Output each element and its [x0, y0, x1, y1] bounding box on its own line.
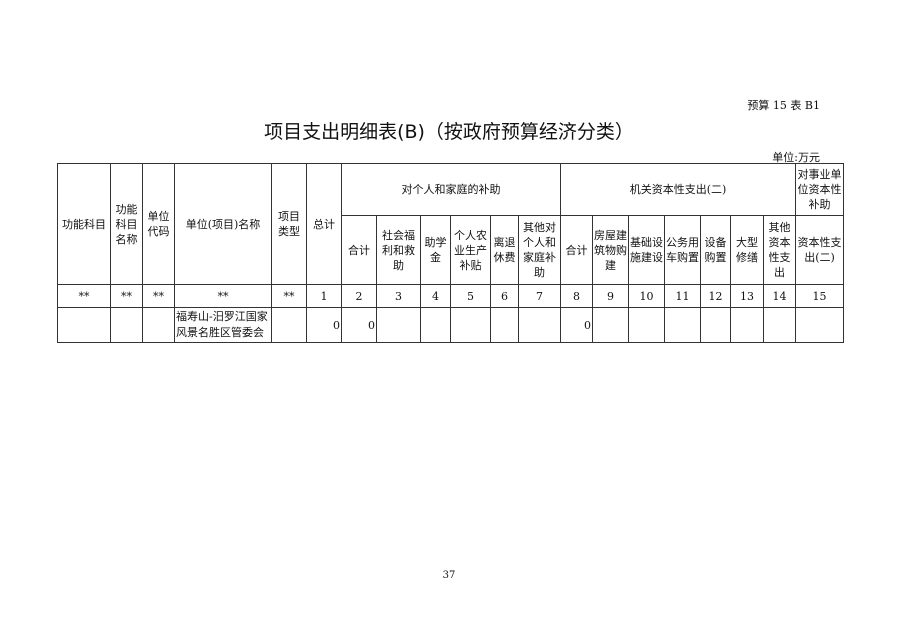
sub-header: 资本性支出(二): [795, 215, 844, 285]
unit-label: 单位:万元: [772, 151, 820, 164]
sub-header: 合计: [560, 215, 593, 285]
sub-header: 公务用车购置: [664, 215, 701, 285]
table-cell: [490, 307, 519, 343]
column-index: 9: [592, 284, 629, 308]
column-index: 3: [376, 284, 421, 308]
sub-header: 大型修缮: [730, 215, 764, 285]
sub-header: 社会福利和救助: [376, 215, 421, 285]
sub-header: 个人农业生产补贴: [450, 215, 491, 285]
table-cell: [730, 307, 764, 343]
header-unit-project-name: 单位(项目)名称: [174, 163, 272, 285]
table-cell: [376, 307, 421, 343]
header-group-enterprise: 对事业单位资本性补助: [795, 163, 844, 216]
unit-name-cell: 福寿山-汨罗江国家风景名胜区管委会: [174, 307, 272, 343]
column-index: **: [57, 284, 111, 308]
column-index: 15: [795, 284, 844, 308]
sub-header: 离退休费: [490, 215, 519, 285]
table-cell: 0: [306, 307, 342, 343]
sub-header: 设备购置: [700, 215, 731, 285]
header-unit-code: 单位代码: [142, 163, 175, 285]
table-cell: [142, 307, 175, 343]
column-index: 8: [560, 284, 593, 308]
column-index: 13: [730, 284, 764, 308]
table-cell: 0: [560, 307, 593, 343]
column-index: 10: [628, 284, 665, 308]
table-cell: [700, 307, 731, 343]
column-index: 14: [763, 284, 796, 308]
header-func-subject: 功能科目: [57, 163, 111, 285]
header-total: 总计: [306, 163, 342, 285]
form-number: 预算 15 表 B1: [747, 99, 820, 112]
column-index: 1: [306, 284, 342, 308]
table-cell: [57, 307, 111, 343]
column-index: **: [174, 284, 272, 308]
header-group-personal: 对个人和家庭的补助: [341, 163, 561, 216]
table-cell: [763, 307, 796, 343]
header-group-capital: 机关资本性支出(二): [560, 163, 796, 216]
sub-header: 其他对个人和家庭补助: [518, 215, 561, 285]
header-project-type: 项目类型: [271, 163, 307, 285]
sub-header: 合计: [341, 215, 377, 285]
column-index: **: [271, 284, 307, 308]
sub-header: 助学金: [420, 215, 451, 285]
sub-header: 其他资本性支出: [763, 215, 796, 285]
column-index: 7: [518, 284, 561, 308]
table-cell: [450, 307, 491, 343]
table-cell: [664, 307, 701, 343]
table-cell: 0: [341, 307, 377, 343]
table-cell: [271, 307, 307, 343]
sub-header: 房屋建筑物购建: [592, 215, 629, 285]
table-row: 福寿山-汨罗江国家风景名胜区管委会 0 0 0: [57, 307, 844, 343]
column-index: 5: [450, 284, 491, 308]
header-func-subject-name: 功能科目名称: [110, 163, 143, 285]
sub-header: 基础设施建设: [628, 215, 665, 285]
column-index: 12: [700, 284, 731, 308]
table-cell: [518, 307, 561, 343]
page-title: 项目支出明细表(B)（按政府预算经济分类）: [264, 121, 634, 143]
table-cell: [795, 307, 844, 343]
column-index: 2: [341, 284, 377, 308]
page-number: 37: [442, 570, 456, 581]
column-index: 11: [664, 284, 701, 308]
budget-table: 功能科目 功能科目名称 单位代码 单位(项目)名称 项目类型 总计 对个人和家庭…: [57, 163, 844, 343]
table-cell: [420, 307, 451, 343]
column-index: **: [142, 284, 175, 308]
column-index: 6: [490, 284, 519, 308]
table-cell: [628, 307, 665, 343]
column-index: 4: [420, 284, 451, 308]
column-index: **: [110, 284, 143, 308]
table-cell: [592, 307, 629, 343]
table-cell: [110, 307, 143, 343]
